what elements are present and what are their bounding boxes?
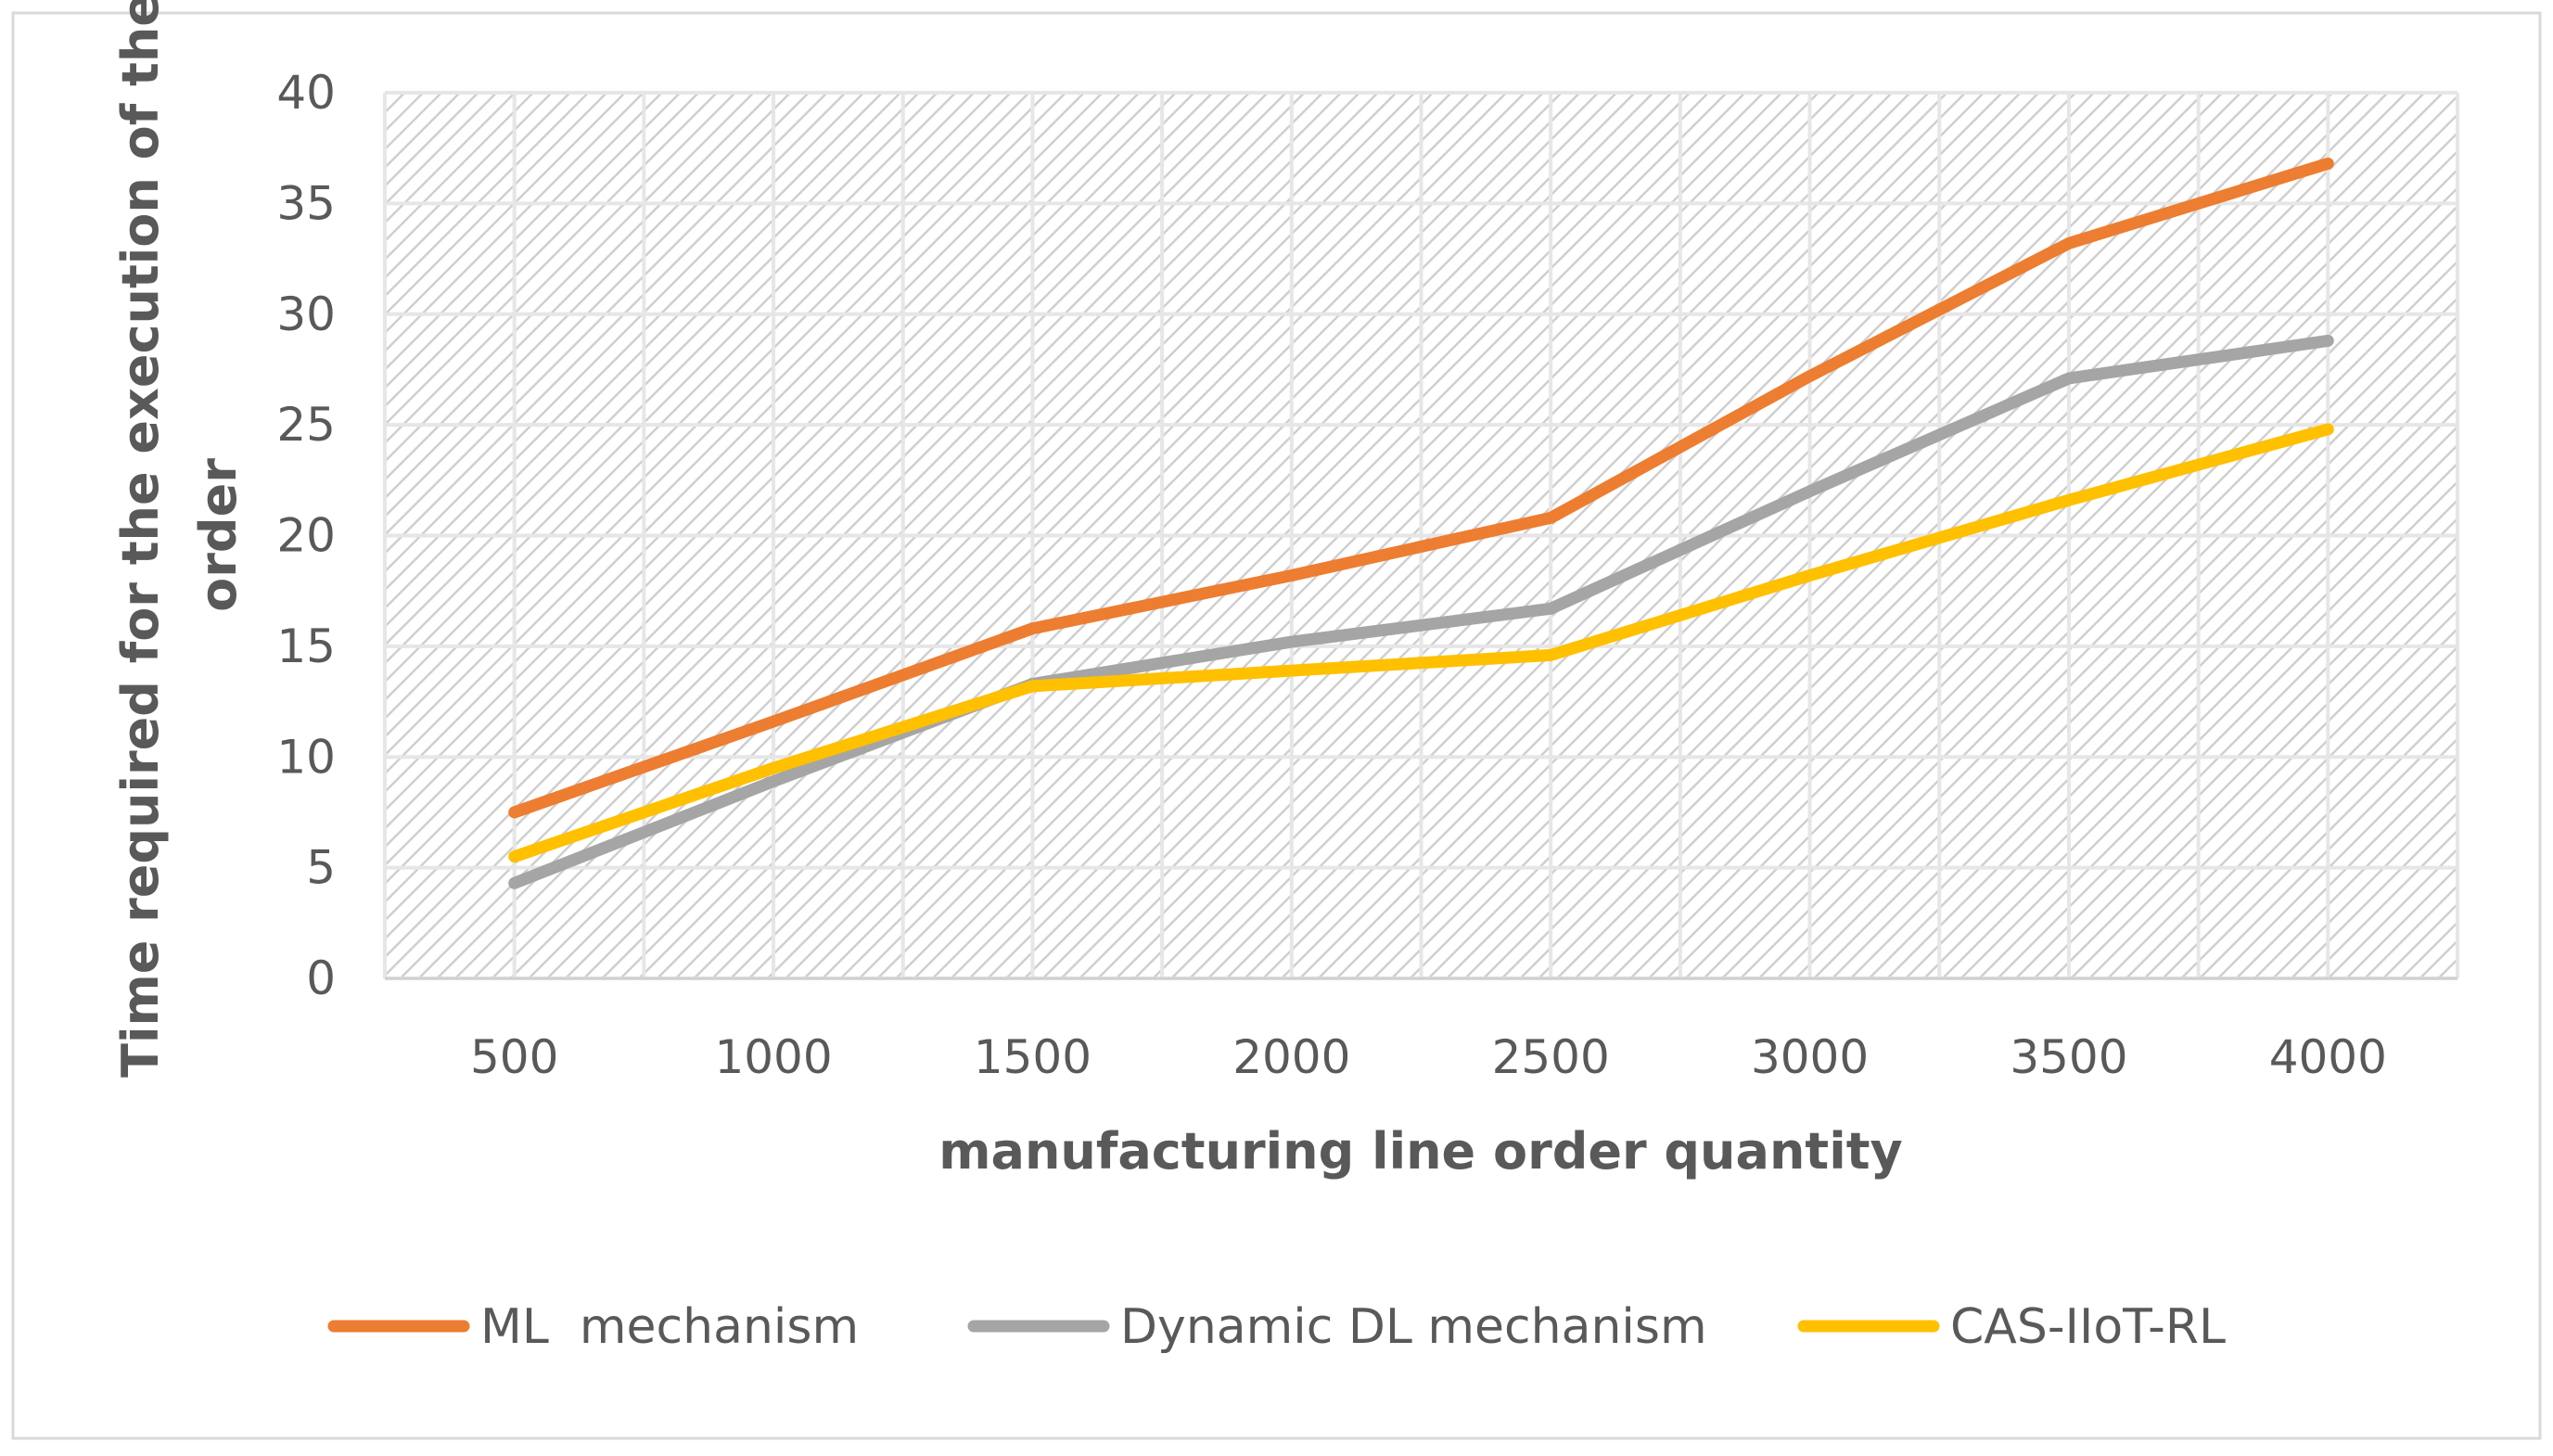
y-tick-label: 40: [276, 66, 336, 120]
y-tick-label: 0: [306, 952, 336, 1005]
x-tick-label: 500: [470, 1030, 558, 1084]
y-tick-label: 10: [276, 730, 336, 784]
x-tick-label: 1500: [974, 1030, 1091, 1084]
y-axis-title: Time required for the execution of the o…: [111, 0, 248, 1078]
series-line-1: [508, 157, 2334, 819]
x-tick-label: 2500: [1492, 1030, 1610, 1084]
legend-label-3: CAS-IIoT-RL: [1950, 1299, 2226, 1355]
x-axis-title: manufacturing line order quantity: [938, 1122, 1902, 1181]
y-tick-label: 30: [276, 287, 336, 341]
x-tick-label: 4000: [2269, 1030, 2387, 1084]
series-line-2: [508, 334, 2334, 889]
y-tick-label: 20: [276, 509, 336, 563]
y-tick-label: 5: [306, 841, 336, 895]
y-tick-label: 25: [276, 398, 336, 452]
y-axis-title-line-1: Time required for the execution of the: [111, 0, 170, 1078]
series-line-3: [508, 423, 2334, 863]
x-tick-label: 2000: [1232, 1030, 1350, 1084]
legend-label-1: ML mechanism: [480, 1299, 859, 1355]
x-tick-label: 3000: [1751, 1030, 1869, 1084]
x-axis-tick-labels: 500 1000 1500 2000 2500 3000 3500 4000: [470, 1030, 2387, 1084]
y-tick-label: 15: [276, 619, 336, 673]
legend: ML mechanism Dynamic DL mechanism CAS-IIoT…: [327, 1299, 2226, 1355]
series-lines: [508, 157, 2334, 889]
y-axis-tick-labels: 0 5 10 15 20 25 30 35 40: [276, 66, 336, 1005]
y-axis-title-line-2: order: [189, 458, 248, 612]
legend-label-2: Dynamic DL mechanism: [1120, 1299, 1707, 1355]
x-tick-label: 1000: [714, 1030, 832, 1084]
y-tick-label: 35: [276, 176, 336, 230]
x-tick-label: 3500: [2010, 1030, 2127, 1084]
